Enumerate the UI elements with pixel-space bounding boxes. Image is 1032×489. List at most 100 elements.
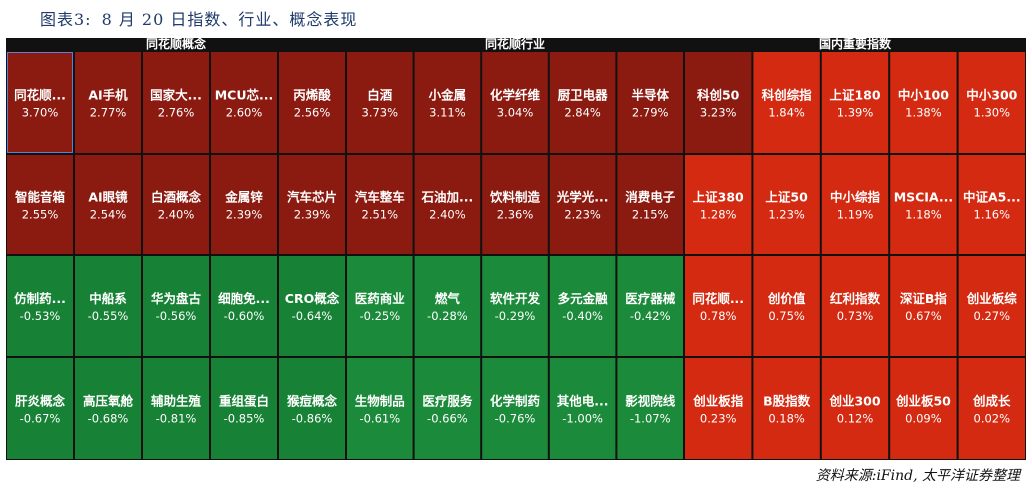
heatmap-tile[interactable] — [279, 52, 345, 153]
tile-selection-outline — [7, 52, 73, 153]
heatmap-tile[interactable] — [549, 358, 616, 459]
heatmap-tile[interactable] — [7, 155, 73, 254]
heatmap-tile[interactable] — [821, 358, 889, 459]
tile-label: 重组蛋白 — [219, 394, 269, 409]
heatmap-tile[interactable] — [617, 358, 683, 459]
heatmap-tile[interactable] — [482, 358, 548, 459]
heatmap-tile[interactable] — [482, 52, 548, 153]
heatmap-tile[interactable] — [279, 358, 345, 459]
heatmap-tile[interactable] — [414, 358, 481, 459]
heatmap-tile[interactable] — [279, 155, 345, 254]
heatmap-tile[interactable] — [685, 155, 752, 254]
heatmap-tile[interactable] — [821, 52, 889, 153]
heatmap-tile[interactable] — [753, 155, 820, 254]
heatmap-tile[interactable] — [753, 256, 820, 356]
heatmap-tile[interactable] — [958, 52, 1025, 153]
heatmap-tile[interactable] — [617, 52, 683, 153]
heatmap-tile[interactable] — [347, 155, 413, 254]
heatmap-tile[interactable] — [143, 52, 209, 153]
tile-label: 深证B指 — [900, 291, 948, 306]
heatmap-tile[interactable] — [414, 256, 481, 356]
heatmap-tile[interactable] — [75, 358, 141, 459]
heatmap-tile[interactable] — [890, 256, 957, 356]
tile-label: 高压氧舱 — [83, 394, 134, 409]
heatmap-tile[interactable] — [685, 358, 752, 459]
tile-value: -0.55% — [88, 309, 129, 323]
tile-label: 中小综指 — [830, 190, 881, 205]
tile-label: CRO概念 — [285, 291, 340, 306]
heatmap-tile[interactable] — [7, 52, 73, 153]
tile-value: -0.61% — [359, 412, 400, 426]
heatmap-tile[interactable] — [414, 155, 481, 254]
heatmap-tile[interactable] — [753, 52, 820, 153]
tile-value: -0.67% — [20, 412, 61, 426]
tile-value: 2.23% — [564, 208, 601, 222]
heatmap-tile[interactable] — [414, 52, 481, 153]
heatmap-tile[interactable] — [143, 155, 209, 254]
tile-value: -0.42% — [630, 309, 671, 323]
tile-value: 2.51% — [362, 208, 399, 222]
heatmap-tile[interactable] — [482, 155, 548, 254]
heatmap-tile[interactable] — [211, 52, 277, 153]
heatmap-tile[interactable] — [549, 256, 616, 356]
heatmap-tile[interactable] — [482, 256, 548, 356]
tile-label: 创业板指 — [692, 394, 744, 409]
heatmap-tile[interactable] — [7, 256, 73, 356]
tile-label: 其他电... — [557, 394, 609, 409]
figure-label: 图表3: — [40, 10, 92, 29]
heatmap-tile[interactable] — [347, 358, 413, 459]
tile-label: AI手机 — [88, 88, 128, 103]
heatmap-tile[interactable] — [7, 358, 73, 459]
tile-value: -1.00% — [562, 412, 603, 426]
heatmap-tile[interactable] — [958, 155, 1025, 254]
tile-value: 2.15% — [632, 208, 669, 222]
heatmap-tile[interactable] — [685, 256, 752, 356]
heatmap-tile[interactable] — [685, 52, 752, 153]
heatmap-tile[interactable] — [890, 155, 957, 254]
heatmap-tile[interactable] — [143, 256, 209, 356]
tile-value: -0.68% — [88, 412, 129, 426]
heatmap-tile[interactable] — [617, 155, 683, 254]
heatmap-tile[interactable] — [549, 52, 616, 153]
tile-label: 白酒 — [367, 88, 393, 103]
tile-value: 0.78% — [700, 309, 737, 323]
heatmap-tile[interactable] — [211, 256, 277, 356]
heatmap-tile[interactable] — [549, 155, 616, 254]
heatmap-tile[interactable] — [890, 358, 957, 459]
tile-value: 0.75% — [768, 309, 805, 323]
tile-value: -0.40% — [562, 309, 603, 323]
heatmap-tile[interactable] — [347, 256, 413, 356]
heatmap-tile[interactable] — [75, 256, 141, 356]
tile-value: -0.25% — [359, 309, 400, 323]
tile-value: 2.39% — [294, 208, 331, 222]
tile-value: -0.86% — [292, 412, 333, 426]
tile-label: 多元金融 — [558, 291, 609, 306]
heatmap-tile[interactable] — [890, 52, 957, 153]
tile-value: -0.29% — [495, 309, 536, 323]
heatmap-tile[interactable] — [279, 256, 345, 356]
heatmap-tile[interactable] — [211, 358, 277, 459]
group-header-2: 国内重要指数 — [819, 38, 892, 51]
tile-label: 消费电子 — [625, 190, 676, 205]
heatmap-tile[interactable] — [958, 358, 1025, 459]
heatmap-tile[interactable] — [617, 256, 683, 356]
tile-value: 3.11% — [429, 106, 466, 120]
tile-label: 影视院线 — [625, 394, 676, 409]
tile-label: 科创50 — [697, 88, 740, 103]
tile-value: 2.56% — [294, 106, 331, 120]
heatmap-tile[interactable] — [753, 358, 820, 459]
heatmap-tile[interactable] — [211, 155, 277, 254]
heatmap-tile[interactable] — [821, 155, 889, 254]
tile-label: 光学光... — [556, 190, 609, 205]
heatmap-tile[interactable] — [958, 256, 1025, 356]
tile-label: 创业板50 — [895, 394, 951, 409]
tile-label: 猴痘概念 — [287, 394, 338, 409]
heatmap-tile[interactable] — [821, 256, 889, 356]
heatmap-tile[interactable] — [143, 358, 209, 459]
tile-value: 1.23% — [768, 208, 805, 222]
heatmap-tile[interactable] — [75, 155, 141, 254]
heatmap-tile[interactable] — [75, 52, 141, 153]
heatmap-tile[interactable] — [347, 52, 413, 153]
tile-value: 0.73% — [837, 309, 874, 323]
tile-value: 0.09% — [905, 412, 942, 426]
